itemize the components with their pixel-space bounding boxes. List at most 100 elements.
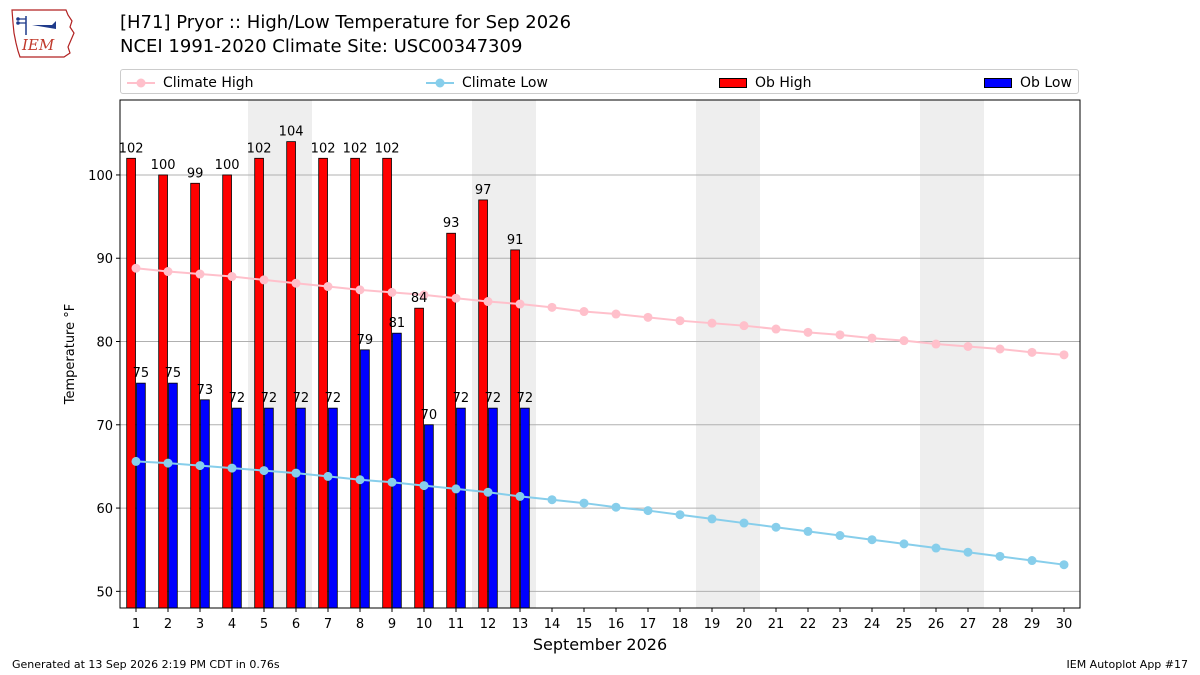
climate-low-point-14 [547,495,557,505]
climate-low-point-16 [611,502,621,512]
ob-high-label-5: 102 [247,141,272,156]
climate-low-point-10 [419,481,429,491]
climate-high-point-29 [1027,347,1037,357]
x-tick-label-16: 16 [608,617,625,632]
climate-low-point-15 [579,498,589,508]
climate-high-point-18 [675,316,685,326]
ob-high-label-12: 97 [475,183,492,198]
ob-high-label-4: 100 [215,158,240,173]
ob-low-label-4: 72 [229,391,246,406]
x-tick-label-26: 26 [928,617,945,632]
climate-low-point-2 [163,458,173,468]
x-tick-label-17: 17 [640,617,657,632]
climate-high-point-24 [867,333,877,343]
ob-low-bar-1 [136,382,146,609]
climate-high-point-6 [291,278,301,288]
x-tick-label-27: 27 [960,617,977,632]
x-tick-label-18: 18 [672,617,689,632]
grid-lines [120,174,1080,592]
x-tick-label-14: 14 [544,617,561,632]
ob-low-label-12: 72 [485,391,502,406]
climate-high-point-1 [131,263,141,273]
ob-low-bar-9 [392,332,402,609]
climate-low-point-21 [771,522,781,532]
x-tick-label-13: 13 [512,617,529,632]
climate-low-point-11 [451,484,461,494]
climate-low-point-12 [483,487,493,497]
climate-high-point-22 [803,327,813,337]
ob-high-label-3: 99 [187,166,204,181]
x-tick-label-12: 12 [480,617,497,632]
x-axis-label: September 2026 [533,635,667,654]
legend-climate-low-marker [426,78,454,87]
ob-low-label-3: 73 [197,383,214,398]
x-tick-label-24: 24 [864,617,881,632]
climate-low-point-4 [227,463,237,473]
x-tick-label-9: 9 [388,617,396,632]
x-tick-label-11: 11 [448,617,465,632]
x-tick-label-29: 29 [1024,617,1041,632]
x-tick-label-10: 10 [416,617,433,632]
footer-generated: Generated at 13 Sep 2026 2:19 PM CDT in … [12,658,280,671]
iem-logo: IEM [11,9,75,58]
x-tick-label-19: 19 [704,617,721,632]
climate-high-point-17 [643,312,653,322]
ob-low-label-9: 81 [389,316,406,331]
legend-climate-low-label: Climate Low [462,74,548,91]
ob-low-label-8: 79 [357,333,374,348]
data-labels: 102 100 99 100 102 104 102 102 102 84 93 97 91 75 75 73… [119,125,533,423]
x-tick-label-22: 22 [800,617,817,632]
legend-ob-low-label: Ob Low [1020,74,1072,91]
climate-high-point-30 [1059,350,1069,360]
climate-low-point-7 [323,471,333,481]
x-tick-label-15: 15 [576,617,593,632]
ob-low-label-6: 72 [293,391,310,406]
ob-low-bar-3 [200,399,210,609]
ob-low-bar-13 [520,407,530,609]
climate-low-point-19 [707,514,717,524]
climate-high-point-20 [739,321,749,331]
ob-high-label-8: 102 [343,141,368,156]
weekend-band-4 [920,100,984,608]
climate-high-point-4 [227,272,237,282]
climate-low-point-8 [355,475,365,485]
climate-low-point-22 [803,526,813,536]
weekend-band-3 [696,100,760,608]
legend-ob-high-marker [719,77,747,88]
climate-low-point-30 [1059,560,1069,570]
legend-ob-low-marker [984,77,1012,88]
climate-high-point-23 [835,330,845,340]
y-tick-label-90: 90 [96,252,113,267]
x-tick-label-20: 20 [736,617,753,632]
climate-low-point-26 [931,543,941,553]
ob-high-label-7: 102 [311,141,336,156]
climate-high-point-14 [547,302,557,312]
legend-ob-high-label: Ob High [755,74,812,91]
x-tick-label-21: 21 [768,617,785,632]
climate-low-line [135,460,1065,566]
x-tick-label-30: 30 [1056,617,1073,632]
ob-low-label-11: 72 [453,391,470,406]
climate-high-point-3 [195,269,205,279]
y-tick-label-70: 70 [96,419,113,434]
climate-high-point-13 [515,299,525,309]
ob-high-bar-5 [254,157,264,609]
x-tick-label-3: 3 [196,617,204,632]
x-tick-label-4: 4 [228,617,236,632]
x-tick-label-5: 5 [260,617,268,632]
climate-high-line [135,267,1065,356]
x-tick-label-8: 8 [356,617,364,632]
climate-high-point-15 [579,307,589,317]
ob-low-bar-2 [168,382,178,609]
climate-lines [131,263,1069,570]
climate-low-point-5 [259,466,269,476]
ob-high-bar-2 [158,174,168,609]
ob-low-label-5: 72 [261,391,278,406]
climate-low-point-6 [291,468,301,478]
climate-high-point-19 [707,318,717,328]
climate-low-point-24 [867,535,877,545]
legend-ob-low: Ob Low [984,70,1072,95]
ob-low-bar-12 [488,407,498,609]
